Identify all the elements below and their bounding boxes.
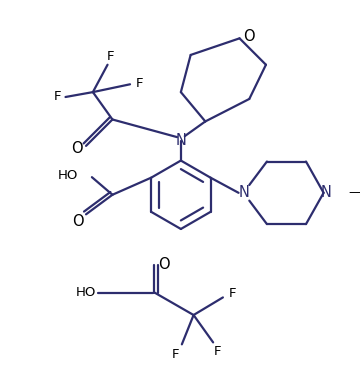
Text: F: F xyxy=(172,348,180,361)
Text: N: N xyxy=(175,134,186,148)
Text: O: O xyxy=(72,214,84,229)
Text: O: O xyxy=(243,29,255,44)
Text: O: O xyxy=(71,141,83,156)
Text: O: O xyxy=(158,257,170,272)
Text: F: F xyxy=(213,345,221,358)
Text: F: F xyxy=(136,77,144,90)
Text: N: N xyxy=(321,185,332,200)
Text: —: — xyxy=(348,186,360,199)
Text: HO: HO xyxy=(76,286,96,299)
Text: F: F xyxy=(54,90,62,103)
Text: F: F xyxy=(107,51,114,63)
Text: N: N xyxy=(239,185,250,200)
Text: HO: HO xyxy=(58,169,78,182)
Text: F: F xyxy=(229,287,237,300)
